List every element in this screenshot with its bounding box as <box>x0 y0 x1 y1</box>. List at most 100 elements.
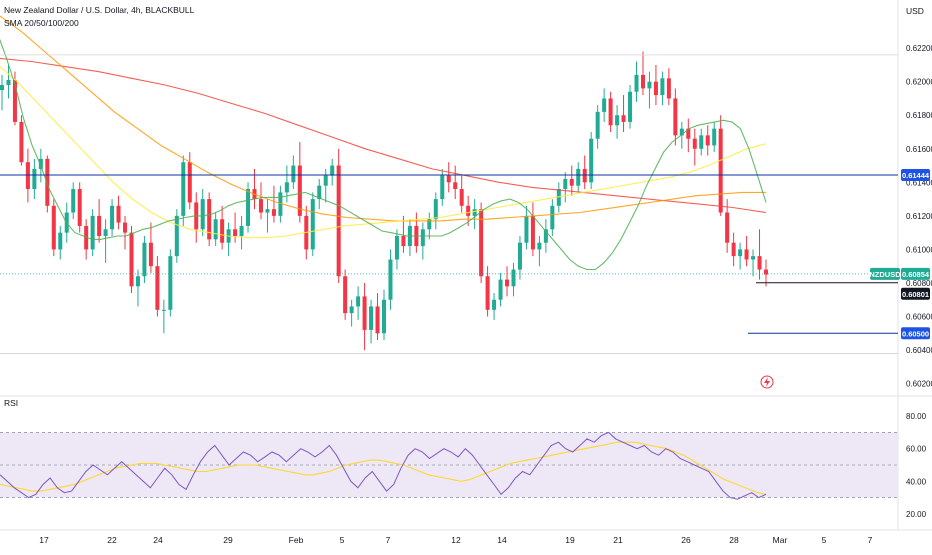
candle-body <box>595 111 600 139</box>
candle-body <box>589 138 594 183</box>
candle-body <box>148 242 153 267</box>
candle-body <box>200 199 205 230</box>
candles-layer <box>0 51 769 351</box>
candle-body <box>181 162 186 216</box>
candle-body <box>375 306 380 334</box>
candle-body <box>712 128 717 146</box>
candle-body <box>517 242 522 270</box>
candle-body <box>763 269 769 275</box>
candle-body <box>543 229 548 243</box>
candle-body <box>718 128 723 213</box>
rsi-label: RSI <box>4 398 19 408</box>
candle-body <box>362 296 367 330</box>
candle-body <box>640 74 645 89</box>
candle-body <box>0 85 5 91</box>
candle-body <box>168 256 173 310</box>
time-tick-label: 21 <box>613 535 623 545</box>
candle-body <box>38 158 43 169</box>
candle-body <box>731 242 736 257</box>
time-tick-label: Mar <box>773 535 788 545</box>
candle-body <box>524 215 529 243</box>
price-badge-label: 0.60801 <box>902 290 929 299</box>
time-tick-label: 22 <box>107 535 117 545</box>
currency-label: USD <box>906 6 924 16</box>
symbol-title: New Zealand Dollar / U.S. Dollar, 4h, BL… <box>4 5 195 15</box>
price-badge-label: NZDUSD <box>869 270 901 279</box>
rsi-line <box>0 431 767 500</box>
candle-body <box>174 215 179 257</box>
candle-body <box>187 162 192 203</box>
candle-body <box>317 185 322 200</box>
candle-body <box>394 236 399 260</box>
candle-body <box>129 232 134 287</box>
candle-body <box>427 219 432 230</box>
horizontal-lines-layer <box>0 54 898 354</box>
candle-body <box>6 80 11 86</box>
candle-body <box>608 98 613 126</box>
candle-body <box>628 91 633 122</box>
time-tick-label: 26 <box>681 535 691 545</box>
time-tick-label: 14 <box>497 535 507 545</box>
candle-body <box>498 279 503 300</box>
candle-body <box>135 276 140 287</box>
price-badge-label: 0.60854 <box>902 270 930 279</box>
candle-body <box>71 189 76 213</box>
candle-body <box>556 189 561 206</box>
candle-body <box>278 192 283 216</box>
candle-body <box>19 121 24 163</box>
candle-body <box>440 175 445 200</box>
candle-body <box>284 182 289 193</box>
candle-body <box>97 215 102 236</box>
candle-body <box>32 168 37 190</box>
candle-body <box>369 306 374 330</box>
candle-body <box>103 229 108 236</box>
candle-body <box>58 232 63 250</box>
candle-body <box>530 215 535 250</box>
candle-body <box>310 199 315 250</box>
time-tick-label: 19 <box>565 535 575 545</box>
candle-body <box>161 309 166 311</box>
candle-body <box>233 229 238 236</box>
candle-body <box>323 175 328 186</box>
candle-body <box>472 209 477 216</box>
candle-body <box>569 178 574 186</box>
candle-body <box>220 219 225 243</box>
candle-body <box>356 296 361 307</box>
sma100-line <box>0 15 766 222</box>
candle-body <box>433 199 438 220</box>
candle-body <box>744 249 749 260</box>
sma50-line <box>0 65 767 239</box>
rsi-tick-label: 40.00 <box>906 477 927 486</box>
candle-body <box>647 81 652 89</box>
rsi-tick-label: 80.00 <box>906 412 927 421</box>
candle-body <box>401 236 406 247</box>
candle-body <box>51 205 56 250</box>
time-tick-label: 17 <box>39 535 49 545</box>
candle-body <box>621 115 626 122</box>
candle-body <box>265 209 270 213</box>
candle-body <box>446 175 451 183</box>
candle-body <box>271 209 276 216</box>
candle-body <box>666 78 671 99</box>
candle-body <box>466 205 471 216</box>
flash-icon-glyph <box>764 377 770 387</box>
candle-body <box>492 299 497 310</box>
time-tick-label: 5 <box>340 535 345 545</box>
candle-body <box>615 115 620 126</box>
price-badge-label: 0.61444 <box>902 171 930 180</box>
candle-body <box>349 306 354 314</box>
rsi-layer <box>0 431 898 500</box>
candle-body <box>537 242 542 250</box>
candle-body <box>673 98 678 136</box>
candle-body <box>123 222 128 233</box>
candle-body <box>420 229 425 247</box>
